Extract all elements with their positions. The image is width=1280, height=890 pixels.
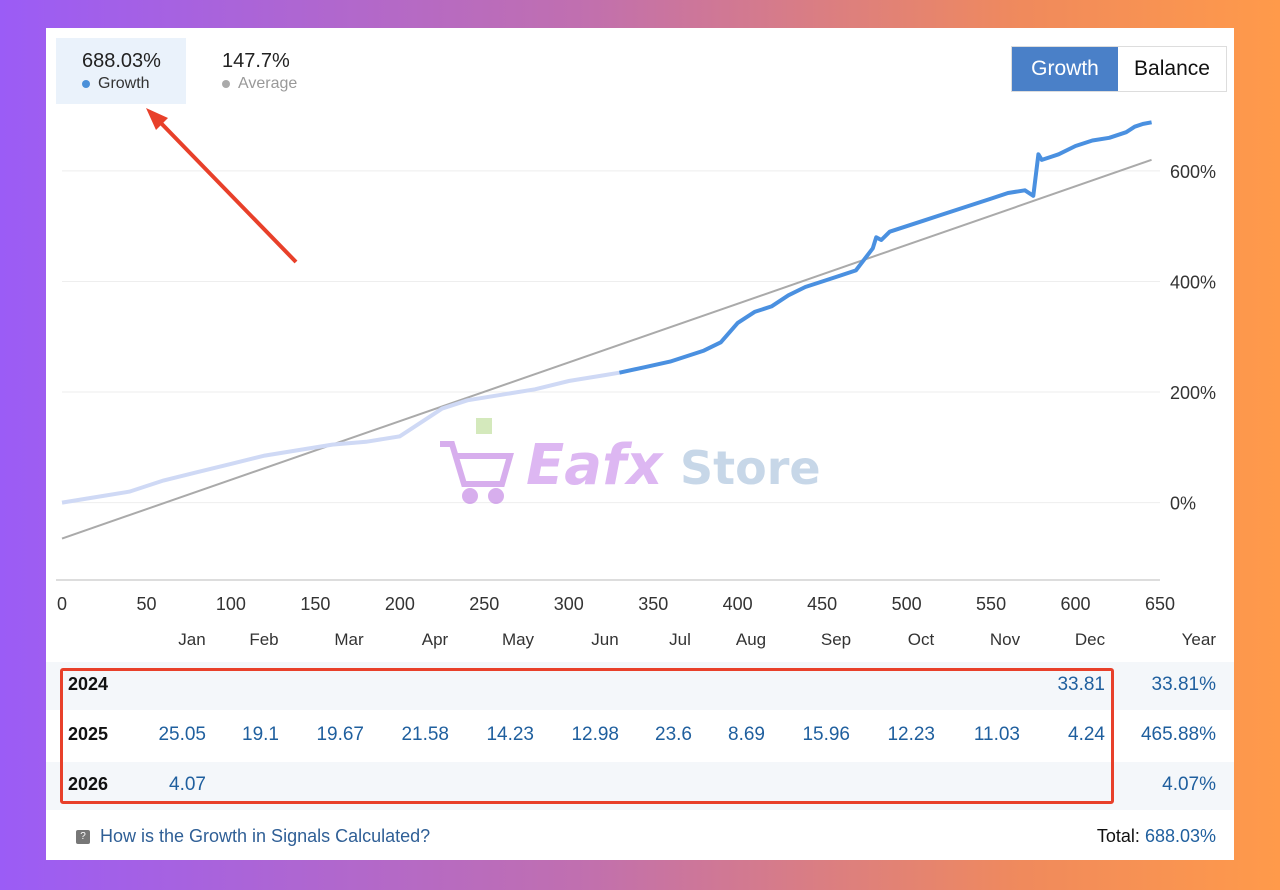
average-stat[interactable]: 147.7% Average: [196, 38, 326, 104]
year-total-cell: 4.07%: [1162, 774, 1216, 795]
x-tick-label: 50: [136, 594, 156, 614]
month-value-cell: 33.81: [1057, 674, 1105, 695]
month-header-jun: Jun: [591, 630, 619, 649]
total-value: 688.03%: [1144, 826, 1216, 846]
row-year: 2024: [68, 674, 109, 694]
y-tick-label: 0%: [1170, 494, 1196, 514]
year-total-cell: 465.88%: [1140, 724, 1216, 745]
x-tick-label: 250: [469, 594, 499, 614]
growth-help-link[interactable]: ? How is the Growth in Signals Calculate…: [76, 826, 430, 847]
annotation-arrow-head: [146, 108, 168, 130]
y-tick-label: 400%: [1170, 272, 1216, 292]
month-header-apr: Apr: [421, 630, 449, 649]
month-value-cell: 11.03: [973, 724, 1020, 745]
month-header-mar: Mar: [334, 630, 364, 649]
growth-card: 688.03% Growth 147.7% Average Growth Bal…: [46, 28, 1234, 860]
y-tick-label: 600%: [1170, 162, 1216, 182]
balance-toggle-button[interactable]: Balance: [1118, 47, 1226, 91]
chart-mode-toggle: Growth Balance: [1011, 46, 1227, 92]
month-header-sep: Sep: [820, 630, 852, 649]
month-value-cell: 19.67: [316, 724, 364, 745]
x-tick-label: 100: [216, 594, 246, 614]
month-header-may: May: [501, 630, 535, 649]
month-value-cell: 8.69: [728, 724, 765, 745]
growth-series-line: [618, 120, 1152, 375]
month-header-jan: Jan: [178, 630, 206, 649]
x-tick-label: 500: [892, 594, 922, 614]
month-value-cell: 14.23: [486, 724, 534, 745]
growth-toggle-button[interactable]: Growth: [1012, 47, 1118, 91]
x-tick-label: 550: [976, 594, 1006, 614]
month-value-cell: 21.58: [401, 724, 449, 745]
x-tick-label: 350: [638, 594, 668, 614]
average-dot-icon: [222, 80, 230, 88]
y-tick-label: 200%: [1170, 383, 1216, 403]
average-series-line: [61, 158, 1152, 540]
average-label: Average: [238, 75, 298, 92]
growth-value: 688.03%: [82, 50, 161, 72]
month-header-aug: Aug: [735, 630, 767, 649]
total-label: Total:: [1096, 826, 1140, 846]
month-header-nov: Nov: [989, 630, 1021, 649]
row-year: 2026: [68, 774, 109, 794]
average-value: 147.7%: [222, 50, 290, 72]
watermark-text-b: Store: [680, 441, 821, 495]
help-icon: ?: [76, 829, 90, 844]
month-value-cell: 12.23: [887, 724, 935, 745]
month-header-dec: Dec: [1074, 630, 1106, 649]
x-tick-label: 300: [554, 594, 584, 614]
x-tick-label: 200: [385, 594, 415, 614]
x-tick-label: 600: [1061, 594, 1091, 614]
growth-series-line-faded: [61, 370, 620, 505]
month-value-cell: 12.98: [571, 724, 619, 745]
growth-dot-icon: [82, 80, 90, 88]
table-row-2025: 2025 25.05 19.1 19.67 21.58 14.23 12.98 23.6 8.6…: [46, 712, 1234, 760]
x-tick-label: 450: [807, 594, 837, 614]
year-total-cell: 33.81%: [1151, 674, 1216, 695]
x-tick-label: 150: [300, 594, 330, 614]
watermark-logo: Eafx Store: [430, 414, 850, 504]
month-header-jul: Jul: [669, 630, 691, 649]
month-value-cell: 4.07: [169, 774, 206, 795]
month-header-oct: Oct: [907, 630, 935, 649]
month-header-feb: Feb: [249, 630, 279, 649]
help-link-text[interactable]: How is the Growth in Signals Calculated?: [100, 826, 431, 846]
growth-chart: 0% 200% 400% 600% 0 50 100 150 200 250 300 350 400 45…: [56, 108, 1216, 614]
month-value-cell: 23.6: [655, 724, 692, 745]
total-growth: Total: 688.03%: [1097, 826, 1216, 847]
row-year: 2025: [68, 724, 109, 744]
month-value-cell: 19.1: [242, 724, 279, 745]
month-value-cell: 15.96: [802, 724, 850, 745]
x-tick-label: 0: [57, 594, 67, 614]
month-value-cell: 4.24: [1068, 724, 1105, 745]
growth-label: Growth: [98, 75, 150, 92]
growth-stat[interactable]: 688.03% Growth: [56, 38, 186, 104]
watermark-text-a: Eafx: [526, 433, 664, 498]
year-header: Year: [1181, 630, 1216, 649]
x-tick-label: 400: [723, 594, 753, 614]
table-highlight-box: [60, 668, 1114, 804]
month-value-cell: 25.05: [158, 724, 206, 745]
annotation-arrow: [156, 118, 298, 264]
x-tick-label: 650: [1145, 594, 1175, 614]
